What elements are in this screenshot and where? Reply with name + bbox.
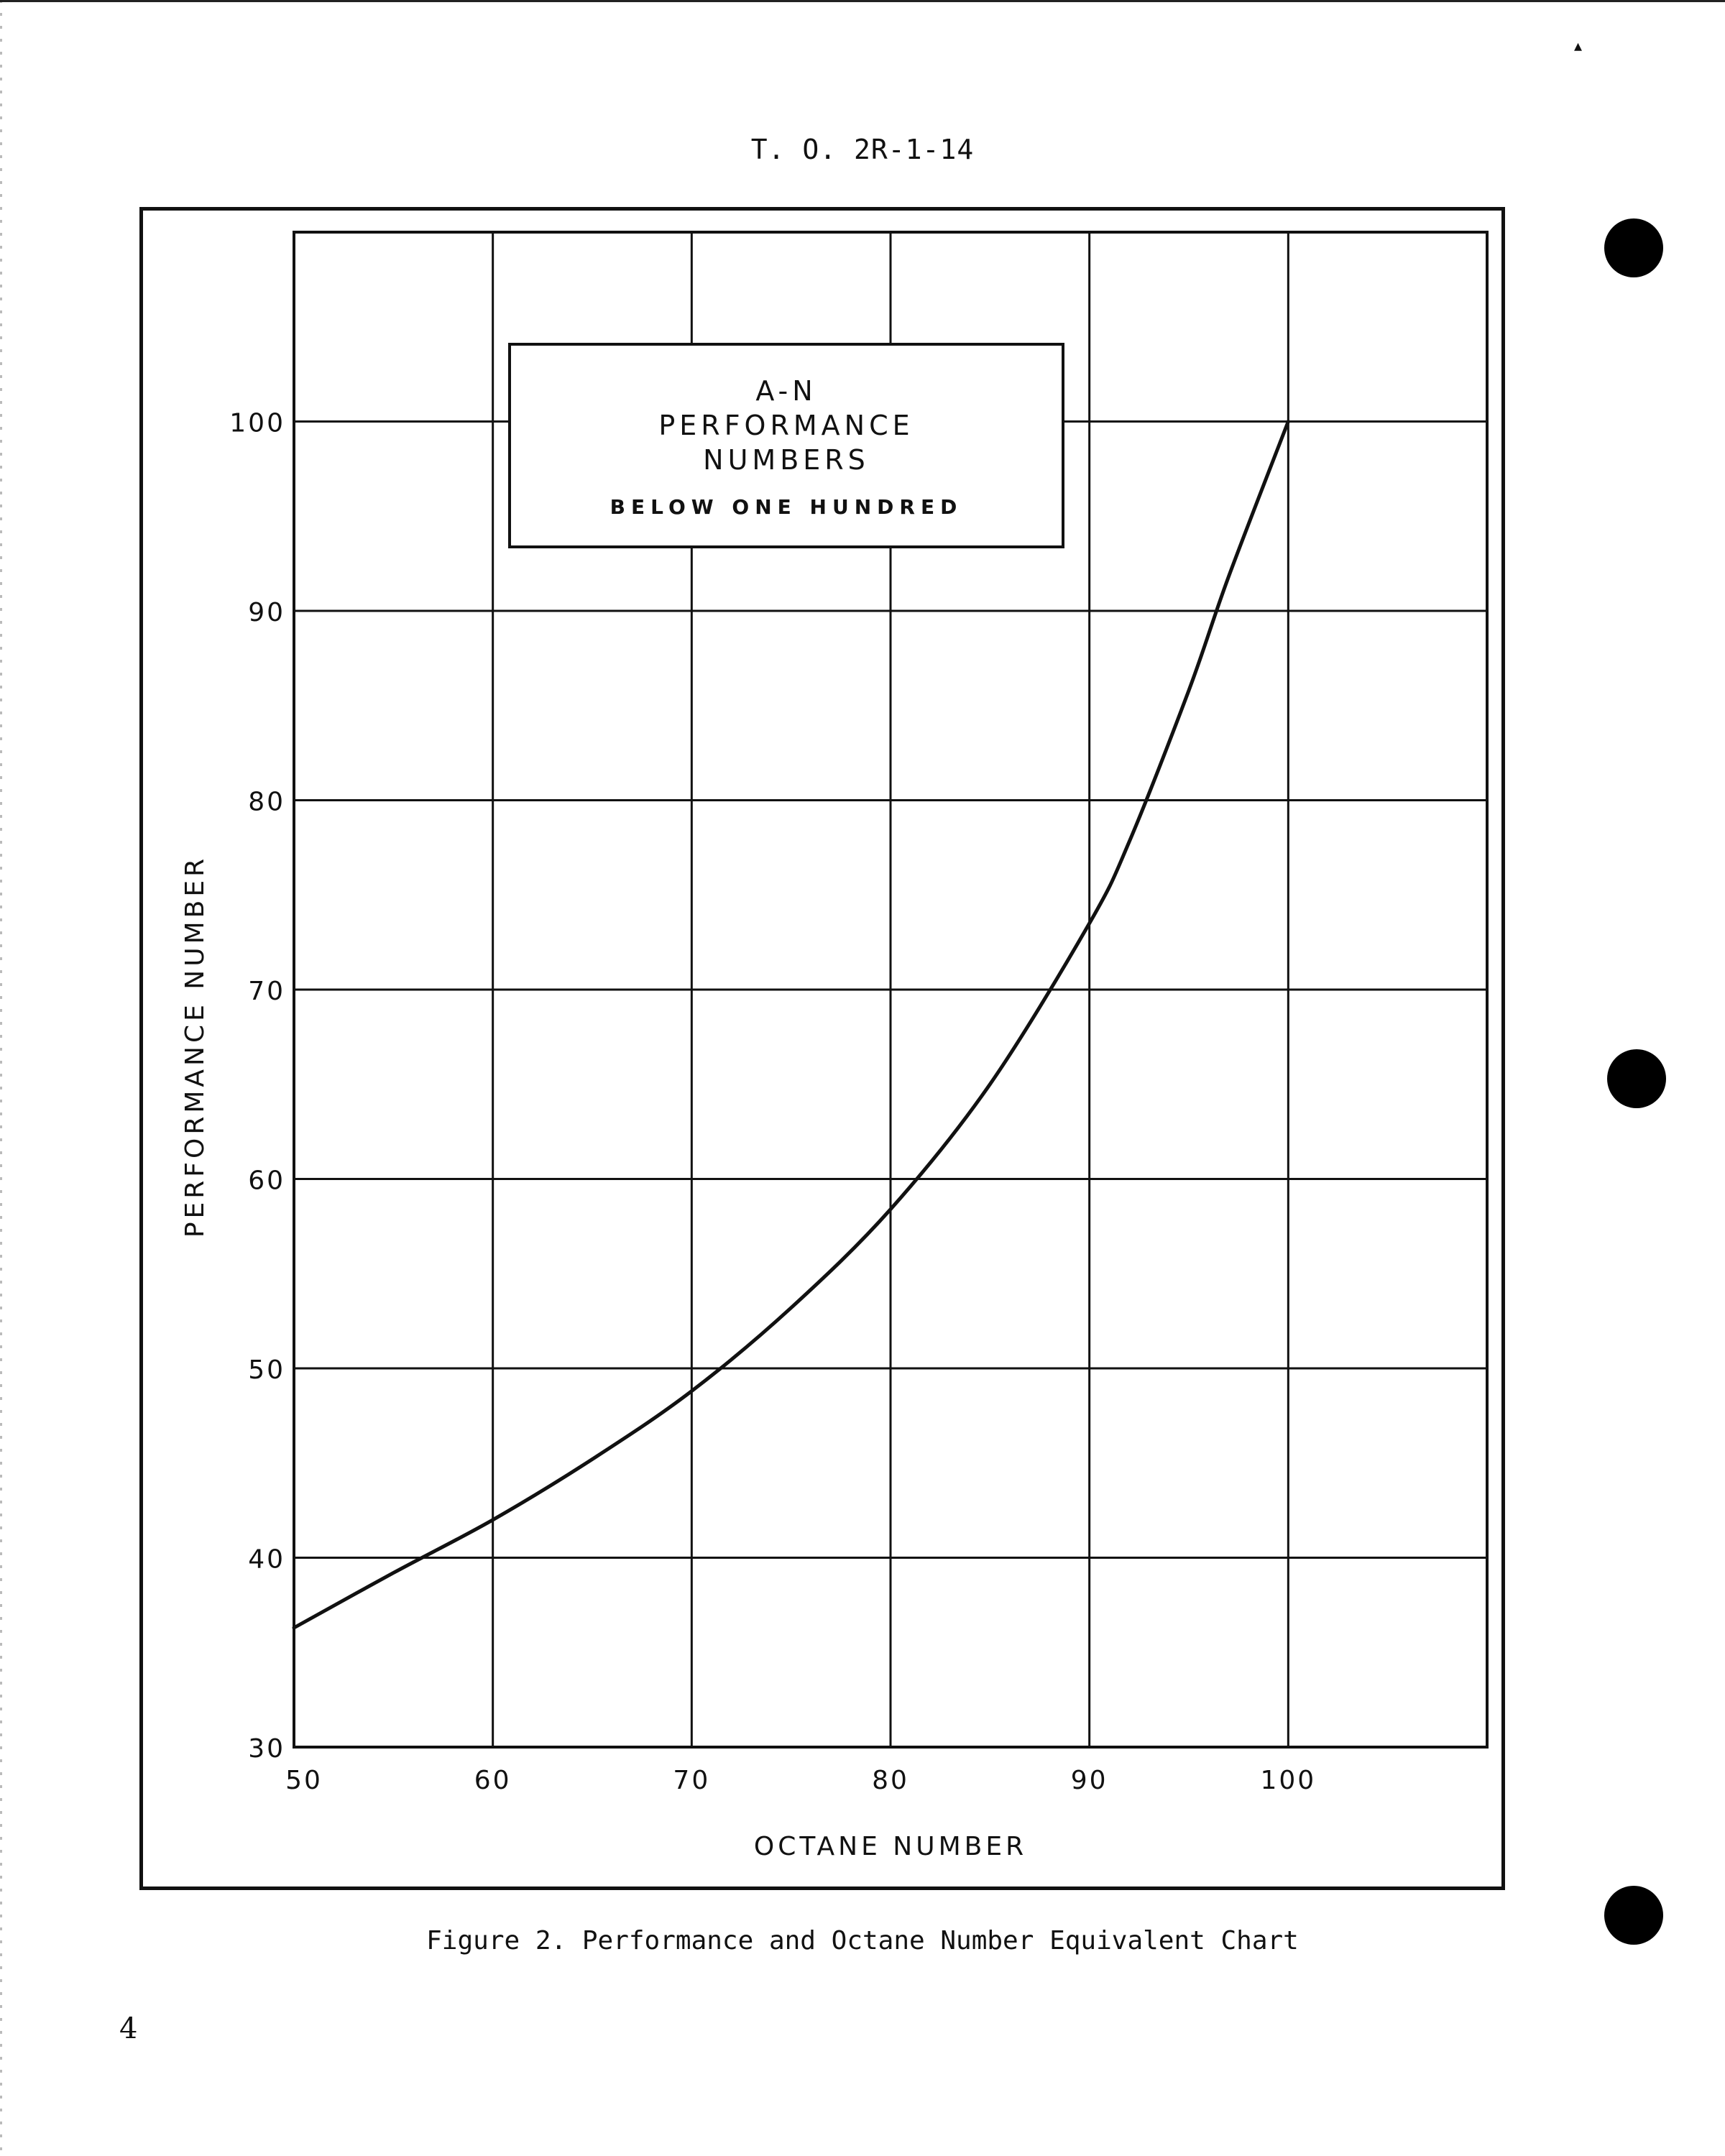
y-tick-label: 60 [248,1166,285,1196]
figure-caption: Figure 2. Performance and Octane Number … [426,1926,1299,1955]
binder-hole-middle [1607,1049,1666,1108]
page-top-border [0,0,1725,2]
binder-hole-bottom [1604,1886,1663,1945]
x-tick-label: 70 [673,1766,710,1795]
x-tick-label: 90 [1071,1766,1108,1795]
y-axis-label: PERFORMANCE NUMBER [180,855,210,1238]
x-tick-label: 50 [285,1766,323,1795]
page-number: 4 [119,2012,138,2045]
y-tick-label: 80 [248,788,285,817]
chart-subtitle-line: BELOW ONE HUNDRED [610,495,963,519]
y-tick-label: 30 [248,1734,285,1764]
chart-title-line: NUMBERS [703,444,870,476]
performance-octane-chart: 50 60 70 80 90 100 30 40 50 60 70 80 90 100 OCTANE NUM… [180,231,1489,1861]
performance-curve [292,420,1290,1630]
y-tick-label: 70 [248,977,285,1006]
figure-frame: 50 60 70 80 90 100 30 40 50 60 70 80 90 100 OCTANE NUM… [139,207,1505,1890]
y-tick-label: 100 [229,409,285,438]
y-tick-label: 90 [248,598,285,627]
page-edge-perforation [0,0,2,2156]
y-tick-label: 50 [248,1355,285,1385]
x-axis-label: OCTANE NUMBER [754,1832,1027,1861]
x-tick-label: 80 [872,1766,909,1795]
chart-title-line: PERFORMANCE [658,410,914,441]
binder-hole-top [1604,218,1663,277]
y-tick-label: 40 [248,1545,285,1575]
chart-title-line: A-N [755,375,816,407]
x-tick-label: 60 [474,1766,512,1795]
corner-mark: ▴ [1574,37,1583,55]
document-id: T. O. 2R-1-14 [750,134,975,165]
chart-title-box [508,343,1064,548]
x-tick-label: 100 [1260,1766,1316,1795]
